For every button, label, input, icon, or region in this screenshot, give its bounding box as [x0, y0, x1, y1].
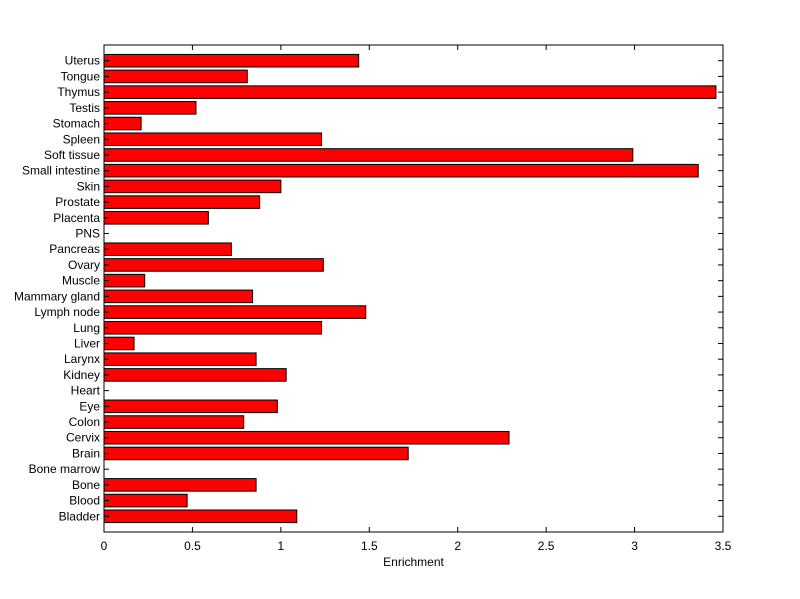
y-tick-label: Heart [71, 384, 101, 398]
y-tick-label: PNS [75, 227, 100, 241]
x-tick-label: 2.5 [538, 539, 555, 553]
y-tick-label: Skin [77, 179, 100, 193]
y-tick-label: Tongue [61, 69, 101, 83]
y-tick-label: Lung [73, 321, 100, 335]
y-tick-label: Testis [69, 101, 100, 115]
y-tick-label: Bone marrow [29, 462, 101, 476]
x-axis: 0 0.5 1 1.5 2 2.5 3 3.5 [101, 45, 732, 553]
bar-mammary-gland [103, 289, 254, 304]
x-tick-label: 2 [454, 539, 461, 553]
x-tick-label: 1 [278, 539, 285, 553]
bars-group [103, 53, 717, 524]
bar-pancreas [103, 242, 232, 257]
y-tick-label: Placenta [53, 211, 100, 225]
bar-eye [103, 399, 278, 414]
y-tick-label: Prostate [55, 195, 100, 209]
bar-larynx [103, 352, 257, 366]
y-tick-label: Lymph node [34, 305, 100, 319]
x-tick-label: 0.5 [184, 539, 201, 553]
y-tick-label: Uterus [65, 54, 100, 68]
y-tick-label: Bone [72, 478, 100, 492]
bar-muscle [103, 273, 146, 288]
bar-kidney [103, 368, 287, 382]
y-tick-label: Thymus [57, 85, 100, 99]
x-axis-label: Enrichment [383, 555, 444, 569]
bar-brain [103, 446, 409, 461]
bar-stomach [103, 116, 142, 131]
bar-skin [103, 179, 282, 194]
bar-lymph-node [103, 305, 367, 319]
bar-cervix [103, 430, 510, 445]
y-tick-label: Pancreas [49, 242, 100, 256]
bar-small-intestine [103, 163, 699, 178]
y-tick-label: Small intestine [22, 164, 100, 178]
y-tick-label: Eye [79, 399, 100, 413]
bar-spleen [103, 132, 323, 147]
y-tick-label: Muscle [62, 274, 100, 288]
y-tick-label: Bladder [59, 509, 100, 523]
y-tick-label: Spleen [63, 132, 100, 146]
bar-colon [103, 415, 245, 429]
axes-frame [103, 44, 724, 533]
bar-prostate [103, 195, 261, 209]
y-tick-label: Kidney [63, 368, 100, 382]
bar-blood [103, 493, 188, 508]
bar-testis [103, 101, 197, 115]
bar-bladder [103, 509, 298, 524]
y-tick-label: Ovary [68, 258, 100, 272]
y-tick-label: Mammary gland [14, 289, 100, 303]
bar-bone [103, 478, 257, 492]
y-tick-label: Cervix [66, 431, 100, 445]
y-tick-label: Brain [72, 446, 100, 460]
x-tick-label: 1.5 [361, 539, 378, 553]
bar-thymus [103, 85, 717, 99]
bar-uterus [103, 53, 360, 68]
x-tick-label: 0 [101, 539, 108, 553]
x-tick-label: 3 [631, 539, 638, 553]
y-tick-label: Larynx [64, 352, 100, 366]
bar-lung [103, 320, 323, 335]
y-tick-label: Colon [69, 415, 100, 429]
x-tick-label: 3.5 [715, 539, 732, 553]
y-tick-label: Liver [74, 336, 100, 350]
bar-ovary [103, 258, 324, 272]
bar-tongue [103, 69, 248, 84]
bar-soft-tissue [103, 148, 634, 162]
y-tick-label: Blood [69, 494, 100, 508]
bar-placenta [103, 211, 209, 225]
y-tick-label: Soft tissue [44, 148, 100, 162]
y-tick-label: Stomach [53, 117, 100, 131]
